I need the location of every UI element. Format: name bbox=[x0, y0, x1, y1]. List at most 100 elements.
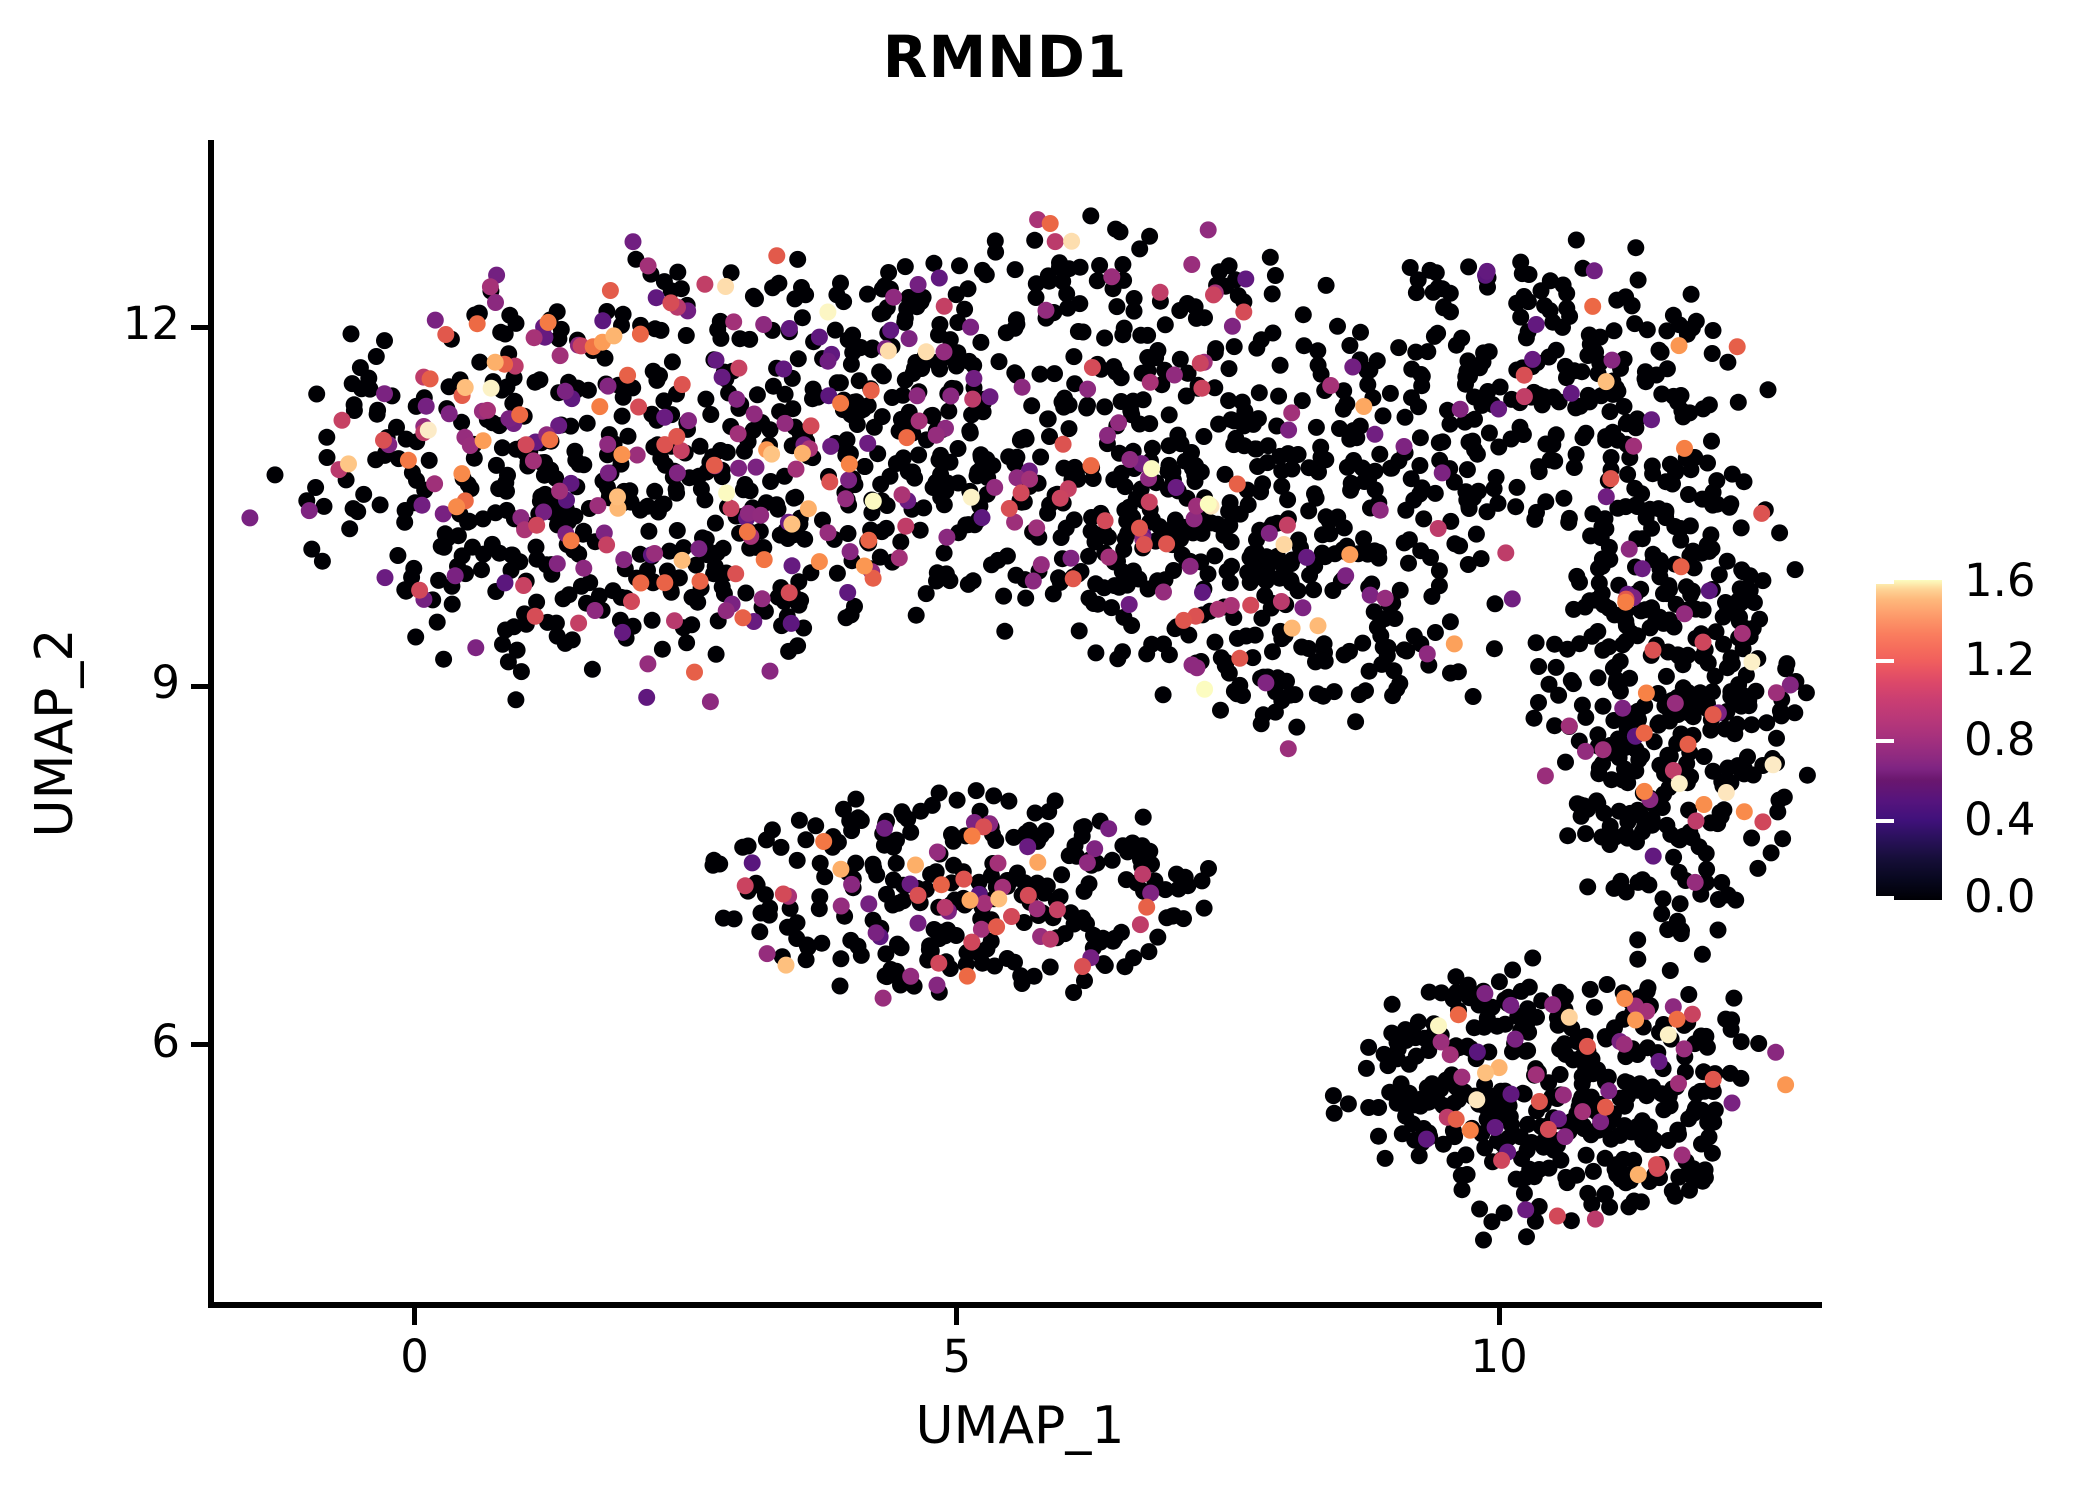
scatter-point bbox=[266, 466, 284, 484]
scatter-point bbox=[1703, 432, 1720, 450]
scatter-point bbox=[839, 584, 857, 601]
scatter-point bbox=[1597, 1030, 1615, 1048]
scatter-point bbox=[696, 275, 714, 293]
scatter-point bbox=[1703, 345, 1721, 362]
scatter-point bbox=[1158, 535, 1176, 553]
scatter-point bbox=[1307, 418, 1325, 436]
scatter-point bbox=[628, 446, 646, 464]
scatter-point bbox=[1070, 622, 1088, 640]
scatter-point bbox=[1141, 373, 1159, 391]
scatter-point bbox=[689, 593, 707, 611]
scatter-point bbox=[318, 449, 336, 466]
scatter-point bbox=[1357, 682, 1374, 700]
scatter-point bbox=[1252, 715, 1270, 733]
scatter-point bbox=[1420, 1042, 1438, 1059]
scatter-point bbox=[1737, 666, 1755, 684]
scatter-point bbox=[475, 545, 493, 563]
scatter-point bbox=[589, 497, 607, 515]
scatter-point bbox=[920, 941, 938, 959]
scatter-point bbox=[1344, 477, 1361, 495]
scatter-point bbox=[1600, 1082, 1618, 1100]
scatter-point bbox=[739, 504, 757, 522]
scatter-point bbox=[755, 316, 773, 333]
scatter-point bbox=[1294, 306, 1312, 324]
scatter-point bbox=[1651, 560, 1669, 578]
scatter-point bbox=[1582, 527, 1600, 545]
scatter-point bbox=[572, 577, 590, 595]
scatter-point bbox=[1490, 1059, 1508, 1077]
scatter-point bbox=[396, 502, 414, 519]
scatter-plot-canvas[interactable] bbox=[214, 142, 1819, 1302]
scatter-point bbox=[1459, 556, 1477, 573]
scatter-point bbox=[487, 294, 504, 311]
scatter-point bbox=[1257, 674, 1275, 692]
scatter-point bbox=[570, 614, 588, 632]
scatter-point bbox=[456, 379, 474, 396]
scatter-point bbox=[1237, 627, 1255, 645]
scatter-point bbox=[964, 390, 982, 408]
scatter-point bbox=[1713, 874, 1731, 891]
scatter-point bbox=[1419, 343, 1437, 361]
scatter-point bbox=[1103, 268, 1121, 286]
scatter-point bbox=[927, 426, 945, 444]
scatter-point bbox=[1175, 910, 1192, 928]
scatter-point bbox=[1682, 285, 1700, 303]
scatter-point bbox=[1233, 393, 1251, 411]
scatter-point bbox=[1344, 358, 1362, 376]
scatter-point bbox=[1140, 943, 1158, 961]
scatter-point bbox=[1012, 484, 1030, 502]
scatter-point bbox=[1139, 349, 1157, 366]
scatter-point bbox=[840, 471, 858, 489]
scatter-point bbox=[1548, 1207, 1566, 1225]
scatter-point bbox=[797, 286, 815, 304]
scatter-point bbox=[785, 489, 803, 507]
scatter-point bbox=[877, 945, 895, 963]
scatter-point bbox=[1220, 664, 1238, 682]
scatter-point bbox=[376, 332, 393, 350]
scatter-point bbox=[609, 488, 626, 506]
scatter-point bbox=[1623, 1123, 1640, 1141]
scatter-point bbox=[1635, 724, 1653, 742]
scatter-point bbox=[1181, 557, 1199, 575]
scatter-point bbox=[1355, 530, 1373, 548]
scatter-point bbox=[972, 333, 990, 351]
scatter-point bbox=[1185, 510, 1203, 528]
scatter-point bbox=[1722, 688, 1740, 705]
scatter-point bbox=[1381, 384, 1399, 402]
scatter-point bbox=[677, 327, 695, 344]
scatter-point bbox=[443, 595, 461, 613]
scatter-point bbox=[885, 288, 903, 306]
scatter-point bbox=[1032, 556, 1050, 574]
scatter-point bbox=[1593, 518, 1611, 536]
scatter-point bbox=[1121, 451, 1139, 468]
scatter-point bbox=[1622, 624, 1640, 642]
scatter-point bbox=[1254, 475, 1272, 493]
scatter-point bbox=[1703, 1144, 1721, 1162]
scatter-point bbox=[877, 519, 895, 537]
scatter-point bbox=[1139, 580, 1157, 598]
scatter-point bbox=[1733, 624, 1751, 642]
scatter-point bbox=[678, 634, 696, 652]
scatter-point bbox=[893, 803, 911, 821]
scatter-point bbox=[1165, 366, 1183, 384]
scatter-point bbox=[1709, 921, 1727, 939]
scatter-point bbox=[403, 568, 421, 586]
scatter-point bbox=[556, 382, 574, 400]
scatter-point bbox=[1490, 438, 1508, 456]
scatter-point bbox=[1418, 1079, 1436, 1097]
scatter-point bbox=[874, 367, 892, 385]
scatter-point bbox=[1096, 957, 1114, 974]
scatter-point bbox=[1572, 807, 1590, 825]
scatter-point bbox=[1674, 679, 1692, 697]
scatter-point bbox=[1013, 378, 1031, 396]
colorbar-label-1.6: 1.6 bbox=[1964, 554, 2036, 607]
scatter-point bbox=[333, 411, 351, 429]
scatter-point bbox=[1083, 509, 1101, 526]
scatter-point bbox=[1617, 498, 1635, 516]
scatter-point bbox=[1435, 298, 1453, 316]
scatter-point bbox=[1511, 418, 1529, 436]
scatter-point bbox=[1026, 231, 1044, 249]
scatter-point bbox=[1567, 446, 1585, 463]
scatter-point bbox=[1172, 435, 1190, 453]
scatter-point bbox=[1167, 479, 1185, 496]
